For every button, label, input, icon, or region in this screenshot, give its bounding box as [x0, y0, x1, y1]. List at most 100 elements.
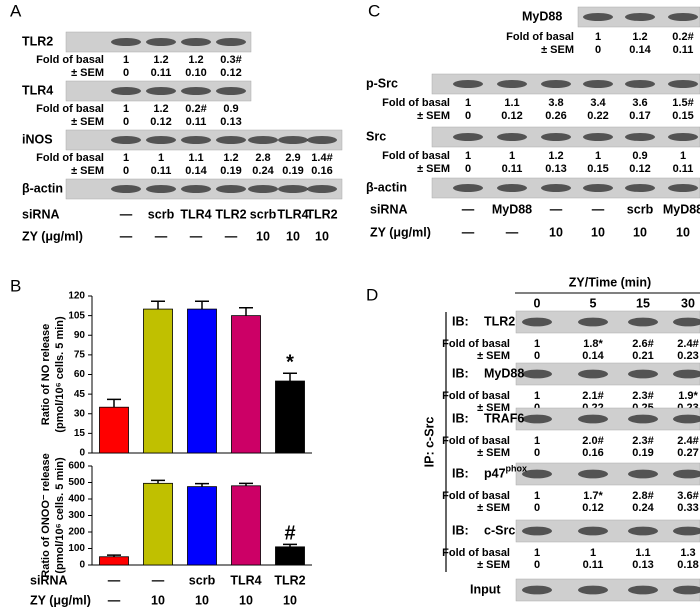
row-cell: 10	[633, 225, 647, 239]
sem-value: 0	[534, 447, 540, 459]
sem-value: 0.23	[677, 350, 698, 362]
fold-value: 0.2#	[672, 31, 693, 43]
row-cell: scrb	[627, 202, 654, 216]
fold-value: 1	[590, 547, 596, 559]
blot-band	[628, 585, 658, 595]
row-cell: —	[155, 229, 168, 243]
sem-value: 0.33	[677, 502, 698, 514]
y-axis-unit: (pmol/10⁶ cells. 5 min)	[54, 457, 66, 574]
blot-name: MyD88	[484, 366, 524, 380]
fold-value: 2.9	[285, 152, 300, 164]
row-cell: 10	[315, 229, 329, 243]
row-cell: 10	[239, 593, 253, 607]
fold-label: Fold of basal	[442, 490, 510, 502]
blot-band	[497, 133, 527, 141]
blot-band	[111, 185, 141, 193]
fold-value: 1	[534, 490, 540, 502]
fold-value: 1	[595, 31, 601, 43]
row-cell: TLR2	[215, 207, 246, 221]
y-tick-label: 200	[68, 527, 85, 538]
sem-value: 0.12	[582, 502, 603, 514]
sem-value: 0.12	[629, 163, 650, 175]
fold-label: Fold of basal	[36, 103, 104, 115]
sem-value: 0.11	[186, 116, 207, 128]
blot-name: iNOS	[22, 132, 53, 146]
sem-value: 0.26	[545, 110, 566, 122]
blot-band	[578, 469, 608, 479]
blot-band	[307, 136, 337, 144]
time-label: 15	[636, 296, 650, 310]
fold-value: 1.2	[548, 150, 563, 162]
sem-value: 0	[534, 559, 540, 571]
bar	[231, 485, 261, 566]
fold-value: 1	[534, 435, 540, 447]
blot-name: β-actin	[22, 181, 63, 195]
sem-value: 0.18	[677, 559, 698, 571]
fold-label: Fold of basal	[442, 338, 510, 350]
row-cell: scrb	[148, 207, 175, 221]
y-tick-label: 45	[74, 389, 86, 400]
fold-value: 1.7*	[583, 490, 603, 502]
blot-band	[181, 87, 211, 95]
error-bar	[283, 543, 297, 547]
error-bar	[283, 372, 297, 382]
sem-value: 0.10	[185, 67, 206, 79]
y-tick-label: 600	[68, 461, 85, 472]
row-cell: TLR2	[274, 573, 305, 587]
bar	[143, 482, 173, 566]
sem-value: 0.12	[501, 110, 522, 122]
sem-value: 0.14	[629, 44, 651, 56]
y-tick-label: 300	[68, 510, 85, 521]
blot-name: c-Src	[484, 523, 515, 537]
ib-label: IB:	[452, 411, 469, 425]
time-label: 0	[534, 296, 541, 310]
sem-value: 0.15	[672, 110, 693, 122]
sem-label: ± SEM	[71, 67, 104, 79]
sem-value: 0.16	[311, 165, 332, 177]
time-label: 30	[681, 296, 695, 310]
y-tick-label: 120	[68, 291, 85, 302]
sem-value: 0	[123, 67, 129, 79]
fold-value: 1	[123, 152, 129, 164]
row-label: ZY (μg/ml)	[30, 593, 91, 607]
sem-label: ± SEM	[417, 110, 450, 122]
blot-band	[278, 136, 308, 144]
error-bar	[239, 307, 253, 316]
fold-label: Fold of basal	[36, 54, 104, 66]
blot-band	[541, 184, 571, 192]
sem-value: 0	[534, 502, 540, 514]
blot-band	[181, 38, 211, 46]
fold-label: Fold of basal	[382, 150, 450, 162]
fold-value: 1	[123, 103, 129, 115]
blot-band	[111, 87, 141, 95]
bar	[187, 308, 217, 454]
sem-value: 0.14	[185, 165, 207, 177]
sem-value: 0	[123, 116, 129, 128]
sem-label: ± SEM	[477, 502, 510, 514]
y-tick-label: 15	[74, 428, 86, 439]
y-tick-label: 100	[68, 543, 85, 554]
blot-band	[522, 317, 552, 327]
fold-value: 2.3#	[632, 390, 653, 402]
fold-label: Fold of basal	[382, 97, 450, 109]
blot-band	[307, 185, 337, 193]
y-axis-title: Ratio of ONOO⁻ release	[40, 453, 52, 577]
panel-label: A	[10, 1, 22, 20]
error-bar	[107, 554, 121, 557]
row-cell: —	[108, 573, 121, 587]
blot-band	[248, 136, 278, 144]
annotation: #	[284, 523, 295, 545]
blot-band	[146, 136, 176, 144]
fold-label: Fold of basal	[506, 31, 574, 43]
blot-name: p47	[484, 466, 506, 480]
blot-band	[628, 369, 658, 379]
fold-value: 1	[534, 390, 540, 402]
blot-name: TRAF6	[484, 411, 524, 425]
blot-band	[146, 185, 176, 193]
fold-value: 1.2	[188, 54, 203, 66]
y-tick-label: 90	[74, 330, 86, 341]
sem-value: 0.16	[582, 447, 603, 459]
bar	[275, 546, 305, 566]
blot-band	[216, 87, 246, 95]
y-tick-label: 30	[74, 408, 86, 419]
